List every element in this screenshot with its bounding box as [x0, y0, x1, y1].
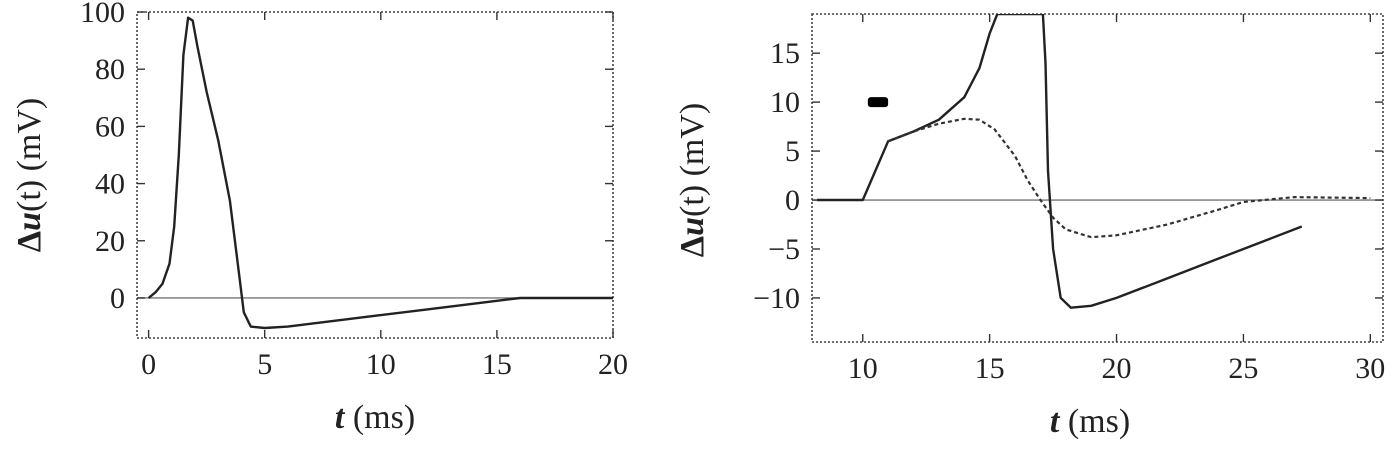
chart-panel-1: 0 5 10 15 20 0 20 40 60 80 100 t (ms) Δu(t) (mV) — [11, 0, 628, 436]
plot-frame — [811, 13, 1384, 343]
chart-panel-2: 10 15 20 25 30 −10 −5 0 5 10 15 t (ms) Δu(t) (mV) — [674, 13, 1385, 440]
stimulus-bar — [867, 97, 889, 108]
y-axis-label: Δu(t) (mV) — [11, 98, 48, 253]
y-axis-argument: (t) — [674, 185, 711, 217]
x-tick-label: 10 — [366, 348, 396, 381]
x-axis-label: t (ms) — [1050, 403, 1130, 440]
x-axis-unit: (ms) — [1059, 403, 1130, 440]
x-axis-label: t (ms) — [335, 399, 415, 436]
x-axis-unit: (ms) — [344, 399, 415, 436]
y-tick-label: 0 — [110, 282, 125, 315]
x-axis-variable: t — [1050, 403, 1061, 440]
y-tick-label: 0 — [785, 184, 800, 217]
x-tick-label: 20 — [1102, 352, 1132, 385]
series-line-dashed — [887, 117, 1371, 239]
x-tick-label: 30 — [1355, 352, 1385, 385]
y-tick-label: −5 — [768, 233, 800, 266]
y-tick-label: 40 — [95, 168, 125, 201]
y-tick-label: −10 — [753, 282, 800, 315]
y-tick-label: 100 — [80, 0, 125, 29]
y-tick-label: 80 — [95, 53, 125, 86]
y-axis-label: Δu(t) (mV) — [674, 103, 711, 258]
y-tick-label: 10 — [770, 86, 800, 119]
x-tick-label: 20 — [598, 348, 628, 381]
series-line-solid — [817, 14, 1303, 309]
y-axis-prefix: Δ — [11, 231, 48, 252]
plot-frame — [136, 11, 614, 339]
x-axis-variable: t — [335, 399, 346, 436]
y-axis-variable: u — [11, 212, 48, 231]
y-axis-argument: (t) — [11, 180, 48, 212]
x-tick-label: 15 — [482, 348, 512, 381]
y-tick-label: 15 — [770, 37, 800, 70]
x-tick-label: 0 — [141, 348, 156, 381]
x-tick-label: 25 — [1228, 352, 1258, 385]
x-tick-label: 15 — [975, 352, 1005, 385]
y-axis-unit: (mV) — [11, 98, 48, 180]
x-tick-label: 10 — [848, 352, 878, 385]
y-tick-label: 5 — [785, 135, 800, 168]
series-line-solid — [147, 16, 613, 330]
y-tick-label: 60 — [95, 110, 125, 143]
y-axis-unit: (mV) — [674, 103, 711, 185]
y-axis-variable: u — [674, 217, 711, 236]
y-axis-prefix: Δ — [674, 236, 711, 257]
x-tick-label: 5 — [257, 348, 272, 381]
y-tick-label: 20 — [95, 225, 125, 258]
